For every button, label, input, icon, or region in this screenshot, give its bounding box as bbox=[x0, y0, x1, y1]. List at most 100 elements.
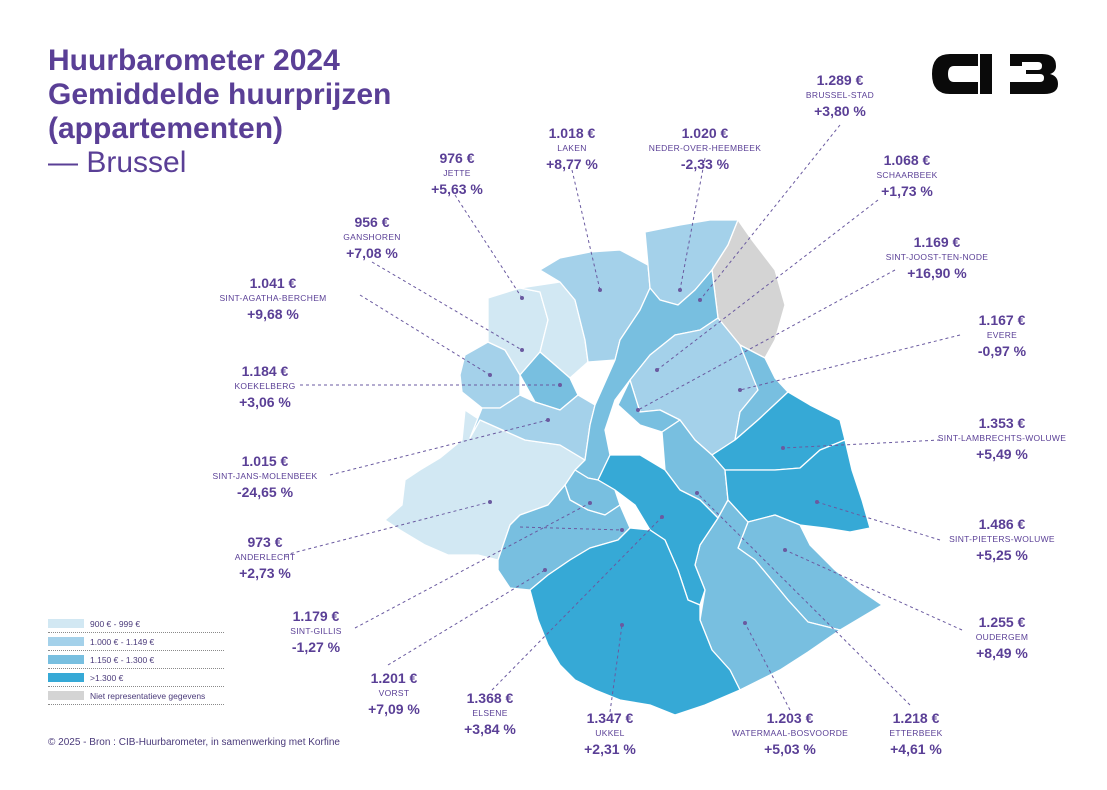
price: 1.255 € bbox=[978, 614, 1026, 630]
legend-label: 1.150 € - 1.300 € bbox=[90, 654, 155, 665]
label-brussel-stad: 1.289 € BRUSSEL-STAD +3,80 % bbox=[806, 72, 874, 120]
price: 1.368 € bbox=[466, 690, 514, 706]
label-koekelberg: 1.184 € KOEKELBERG +3,06 % bbox=[234, 363, 295, 411]
name: SINT-GILLIS bbox=[290, 626, 342, 636]
legend-swatch bbox=[48, 655, 84, 664]
legend-label: 1.000 € - 1.149 € bbox=[90, 636, 155, 647]
legend-item: 1.000 € - 1.149 € bbox=[48, 633, 224, 651]
change: +8,49 % bbox=[976, 645, 1028, 661]
price: 1.201 € bbox=[370, 670, 418, 686]
change: +5,25 % bbox=[976, 547, 1028, 563]
change: +8,77 % bbox=[546, 156, 598, 172]
change: +9,68 % bbox=[247, 306, 299, 322]
name: EVERE bbox=[986, 330, 1018, 340]
cib-logo bbox=[932, 54, 1058, 94]
change: +4,61 % bbox=[890, 741, 942, 757]
legend-swatch bbox=[48, 691, 84, 700]
change: +3,84 % bbox=[464, 721, 516, 737]
region-ukkel bbox=[529, 527, 741, 716]
legend-swatch bbox=[48, 637, 84, 646]
label-vorst: 1.201 € VORST +7,09 % bbox=[368, 670, 420, 718]
name: NEDER-OVER-HEEMBEEK bbox=[648, 143, 762, 153]
price: 1.041 € bbox=[249, 275, 297, 291]
price: 956 € bbox=[354, 214, 390, 230]
change: -1,27 % bbox=[291, 639, 341, 655]
price: 973 € bbox=[247, 534, 283, 550]
label-ukkel: 1.347 € UKKEL +2,31 % bbox=[584, 710, 636, 758]
title-line-2: Gemiddelde huurprijzen bbox=[48, 78, 392, 111]
label-sint-lambrechts-woluwe: 1.353 € SINT-LAMBRECHTS-WOLUWE +5,49 % bbox=[938, 415, 1066, 463]
legend-item: 900 € - 999 € bbox=[48, 615, 224, 633]
label-neder-over-heembeek: 1.020 € NEDER-OVER-HEEMBEEK -2,33 % bbox=[649, 125, 761, 173]
legend-item: Niet representatieve gegevens bbox=[48, 687, 224, 705]
change: +7,09 % bbox=[368, 701, 420, 717]
label-sint-gillis: 1.179 € SINT-GILLIS -1,27 % bbox=[290, 608, 341, 656]
label-elsene: 1.368 € ELSENE +3,84 % bbox=[464, 690, 516, 738]
region-elsene bbox=[597, 454, 719, 606]
name: KOEKELBERG bbox=[234, 381, 296, 391]
name: UKKEL bbox=[595, 728, 625, 738]
legend-label: 900 € - 999 € bbox=[90, 618, 141, 629]
name: JETTE bbox=[443, 168, 471, 178]
legend: 900 € - 999 € 1.000 € - 1.149 € 1.150 € … bbox=[48, 615, 224, 705]
change: +5,63 % bbox=[431, 181, 483, 197]
change: +2,73 % bbox=[239, 565, 291, 581]
legend-item: 1.150 € - 1.300 € bbox=[48, 651, 224, 669]
region-sint-jans-molenbeek bbox=[469, 394, 596, 461]
name: WATERMAAL-BOSVOORDE bbox=[731, 728, 849, 738]
price: 1.289 € bbox=[816, 72, 864, 88]
price: 1.179 € bbox=[292, 608, 340, 624]
change: +5,49 % bbox=[976, 446, 1028, 462]
label-sint-joost-ten-node: 1.169 € SINT-JOOST-TEN-NODE +16,90 % bbox=[886, 234, 989, 282]
change: +1,73 % bbox=[881, 183, 933, 199]
price: 976 € bbox=[439, 150, 475, 166]
change: -0,97 % bbox=[977, 343, 1027, 359]
label-ganshoren: 956 € GANSHOREN +7,08 % bbox=[343, 214, 401, 262]
name: ETTERBEEK bbox=[889, 728, 943, 738]
label-laken: 1.018 € LAKEN +8,77 % bbox=[546, 125, 598, 173]
source-footer: © 2025 - Bron : CIB-Huurbarometer, in sa… bbox=[48, 737, 340, 748]
name: SINT-JANS-MOLENBEEK bbox=[212, 471, 318, 481]
change: -24,65 % bbox=[236, 484, 294, 500]
change: -2,33 % bbox=[680, 156, 730, 172]
legend-swatch bbox=[48, 673, 84, 682]
title-line-1: Huurbarometer 2024 bbox=[48, 44, 340, 77]
name: GANSHOREN bbox=[343, 232, 401, 242]
map-title: Huurbarometer 2024 Gemiddelde huurprijze… bbox=[48, 44, 391, 180]
label-etterbeek: 1.218 € ETTERBEEK +4,61 % bbox=[889, 710, 942, 758]
name: BRUSSEL-STAD bbox=[805, 90, 875, 100]
legend-label: Niet representatieve gegevens bbox=[90, 690, 206, 701]
price: 1.486 € bbox=[978, 516, 1026, 532]
name: SINT-PIETERS-WOLUWE bbox=[949, 534, 1055, 544]
label-jette: 976 € JETTE +5,63 % bbox=[431, 150, 483, 198]
change: +16,90 % bbox=[907, 265, 967, 281]
name: ELSENE bbox=[472, 708, 508, 718]
name: ANDERLECHT bbox=[234, 552, 296, 562]
title-line-3: (appartementen) bbox=[48, 112, 284, 145]
name: OUDERGEM bbox=[975, 632, 1029, 642]
legend-label: >1.300 € bbox=[90, 672, 124, 683]
label-evere: 1.167 € EVERE -0,97 % bbox=[978, 312, 1026, 360]
price: 1.015 € bbox=[241, 453, 289, 469]
label-sint-jans-molenbeek: 1.015 € SINT-JANS-MOLENBEEK -24,65 % bbox=[213, 453, 318, 501]
label-schaarbeek: 1.068 € SCHAARBEEK +1,73 % bbox=[876, 152, 937, 200]
price: 1.169 € bbox=[913, 234, 961, 250]
label-watermaal-bosvoorde: 1.203 € WATERMAAL-BOSVOORDE +5,03 % bbox=[732, 710, 848, 758]
name: LAKEN bbox=[557, 143, 587, 153]
change: +3,80 % bbox=[814, 103, 866, 119]
price: 1.167 € bbox=[978, 312, 1026, 328]
change: +5,03 % bbox=[764, 741, 816, 757]
label-sint-agatha-berchem: 1.041 € SINT-AGATHA-BERCHEM +9,68 % bbox=[219, 275, 326, 323]
label-sint-pieters-woluwe: 1.486 € SINT-PIETERS-WOLUWE +5,25 % bbox=[949, 516, 1055, 564]
label-oudergem: 1.255 € OUDERGEM +8,49 % bbox=[976, 614, 1028, 662]
price: 1.068 € bbox=[883, 152, 931, 168]
name: VORST bbox=[378, 688, 410, 698]
title-subtitle: — Brussel bbox=[48, 146, 187, 179]
change: +2,31 % bbox=[584, 741, 636, 757]
price: 1.353 € bbox=[978, 415, 1026, 431]
change: +3,06 % bbox=[239, 394, 291, 410]
price: 1.018 € bbox=[548, 125, 596, 141]
price: 1.203 € bbox=[766, 710, 814, 726]
name: SCHAARBEEK bbox=[876, 170, 938, 180]
